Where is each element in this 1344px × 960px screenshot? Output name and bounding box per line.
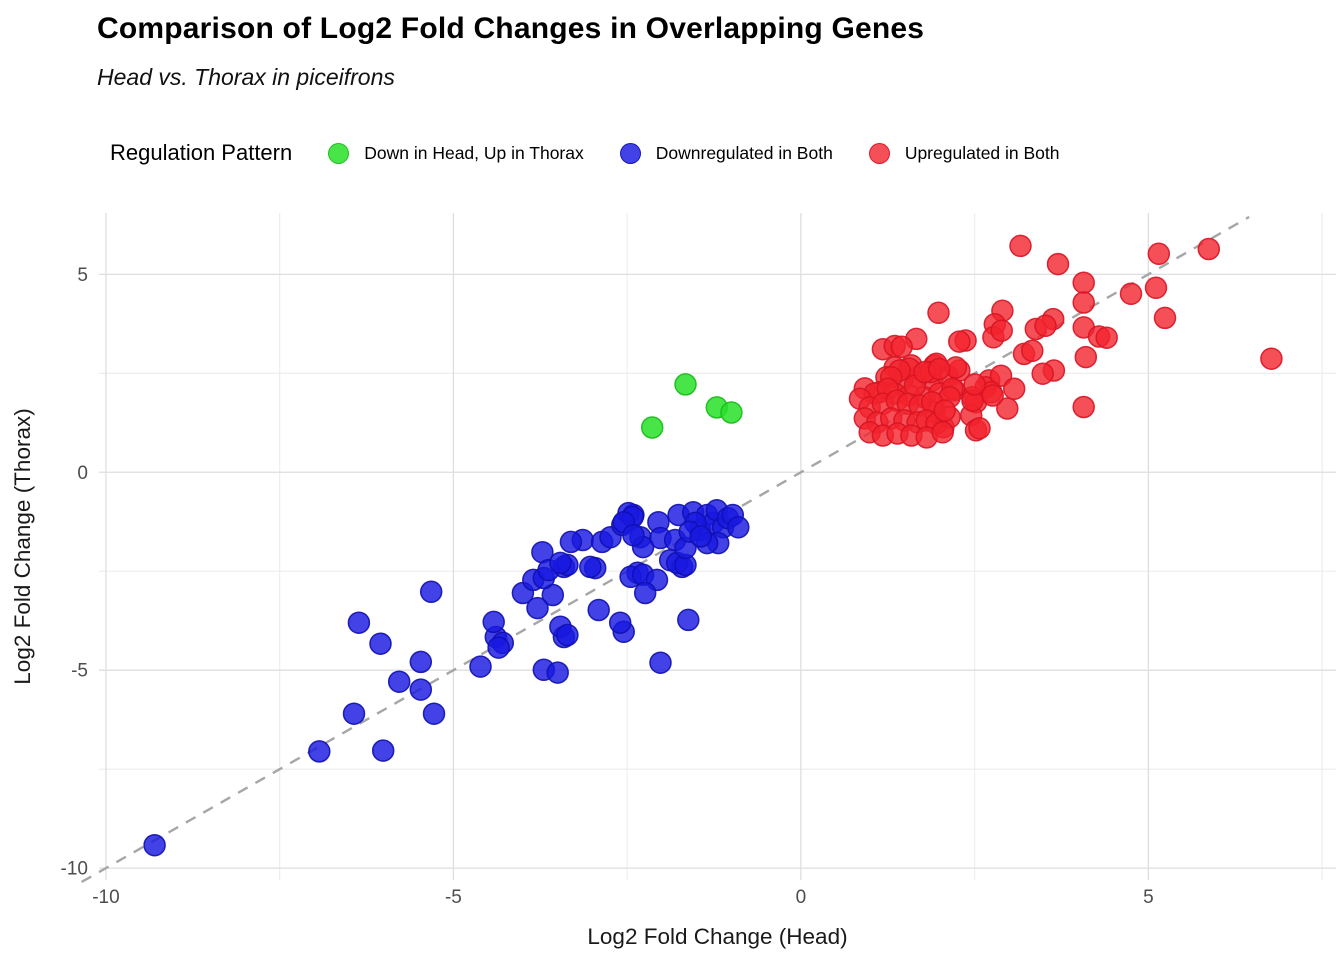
chart-title: Comparison of Log2 Fold Changes in Overl… bbox=[97, 12, 925, 45]
blue-dot-icon bbox=[619, 142, 641, 164]
legend-item-down-both: Downregulated in Both bbox=[619, 142, 833, 164]
svg-text:-5: -5 bbox=[445, 887, 462, 908]
legend-title: Regulation Pattern bbox=[110, 140, 293, 165]
series-blue bbox=[143, 499, 750, 857]
svg-text:-10: -10 bbox=[61, 859, 88, 880]
series-red bbox=[848, 234, 1283, 449]
legend: Regulation Pattern Down in Head, Up in T… bbox=[110, 137, 1060, 169]
green-dot-icon bbox=[328, 142, 350, 164]
svg-text:5: 5 bbox=[77, 265, 88, 286]
svg-text:0: 0 bbox=[796, 887, 807, 908]
svg-text:Log2 Fold Change (Thorax): Log2 Fold Change (Thorax) bbox=[10, 408, 35, 684]
svg-text:-5: -5 bbox=[71, 661, 88, 682]
svg-text:-10: -10 bbox=[92, 887, 119, 908]
svg-text:Log2 Fold Change (Head): Log2 Fold Change (Head) bbox=[587, 924, 847, 949]
red-dot-icon bbox=[868, 142, 890, 164]
legend-label: Upregulated in Both bbox=[904, 142, 1060, 163]
chart-subtitle: Head vs. Thorax in piceifrons bbox=[97, 64, 395, 90]
legend-item-down-up: Down in Head, Up in Thorax bbox=[328, 142, 584, 164]
legend-label: Downregulated in Both bbox=[655, 142, 833, 163]
svg-text:5: 5 bbox=[1143, 887, 1154, 908]
series-green bbox=[640, 373, 743, 439]
legend-label: Down in Head, Up in Thorax bbox=[364, 142, 584, 163]
legend-item-up-both: Upregulated in Both bbox=[868, 142, 1060, 164]
svg-text:0: 0 bbox=[77, 463, 88, 484]
